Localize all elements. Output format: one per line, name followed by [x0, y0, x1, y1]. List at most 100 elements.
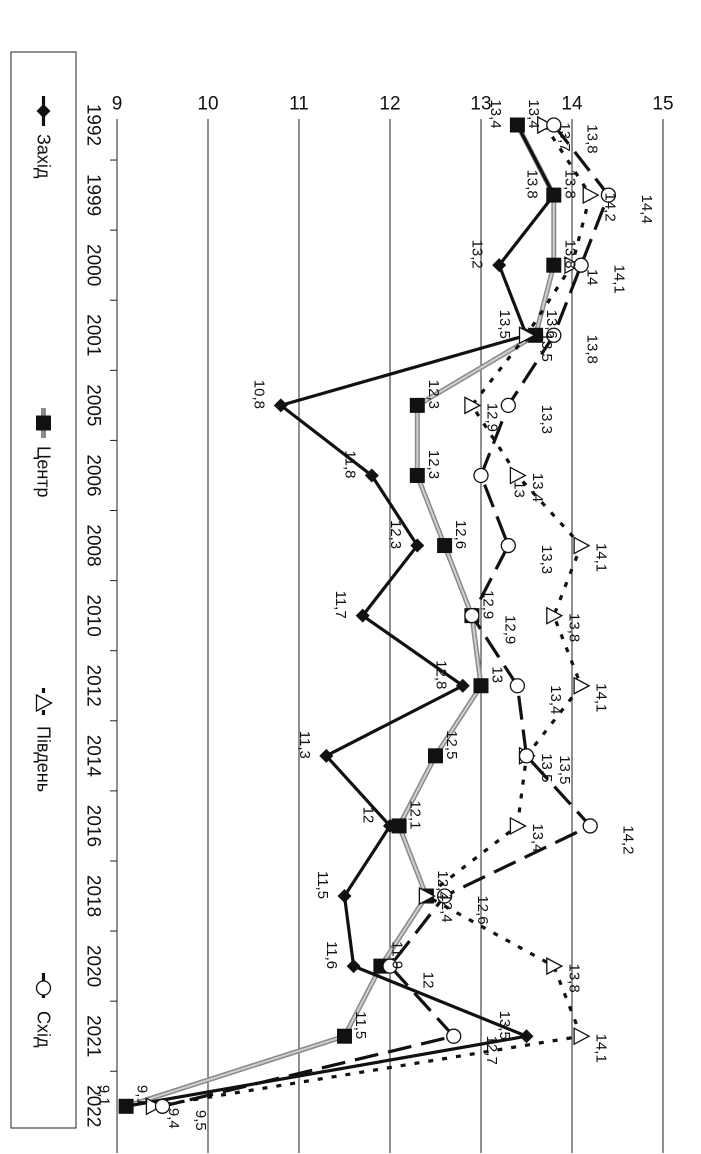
data-label: 13,3 [538, 405, 555, 434]
data-label: 11,6 [323, 941, 340, 969]
legend-label: Південь [34, 726, 54, 792]
data-point [437, 538, 453, 554]
data-label: 12 [420, 972, 437, 989]
data-label: 13,4 [529, 823, 546, 852]
y-tick-label: 15 [652, 94, 673, 115]
legend-label: Центр [34, 446, 54, 498]
y-tick-label: 12 [379, 94, 400, 115]
data-point [473, 678, 489, 694]
data-point [337, 1028, 352, 1044]
data-point [464, 396, 482, 415]
data-point [383, 818, 397, 833]
data-point [355, 608, 370, 623]
y-tick-label: 10 [197, 94, 218, 115]
legend-marker [36, 104, 51, 118]
data-label: 9,5 [192, 1110, 209, 1131]
axes: 9 10 11 12 13 14 15 1992 1999 2000 2001 2005 2006 200… [83, 94, 674, 1153]
data-point [509, 678, 526, 694]
data-label: 11,5 [314, 871, 331, 899]
data-point [409, 397, 425, 413]
data-label: 11,8 [341, 450, 358, 478]
data-label: 12,5 [443, 730, 460, 759]
x-tick-label: 2020 [83, 945, 104, 987]
data-label: 13,5 [556, 755, 573, 784]
data-label: 13,4 [547, 685, 564, 714]
data-point [428, 748, 443, 764]
data-point [582, 186, 600, 205]
data-point [500, 397, 516, 414]
data-point [382, 958, 398, 974]
data-label: 14 [584, 269, 601, 286]
data-label: 13,4 [525, 99, 542, 128]
data-label: 13,5 [538, 753, 555, 782]
data-point [546, 327, 562, 343]
y-tick-label: 13 [470, 94, 491, 115]
data-label: 13,8 [565, 964, 582, 993]
x-tick-label: 2000 [83, 244, 104, 286]
y-tick-label: 14 [561, 94, 583, 115]
data-point [600, 187, 617, 203]
data-point [319, 748, 334, 763]
data-point [518, 326, 536, 345]
data-point [546, 257, 562, 273]
data-label: 9,1 [134, 1085, 151, 1106]
data-labels: 13,4 13,8 13,2 13,5 10,8 11,8 12,3 11,7 12,8 11,3… [96, 99, 655, 1130]
data-label: 9,4 [165, 1108, 182, 1129]
legend-marker [35, 693, 53, 713]
x-tick-label: 2014 [83, 735, 104, 778]
data-label: 12,6 [474, 895, 491, 924]
data-label: 12,7 [483, 1036, 500, 1065]
legend-marker [35, 980, 52, 996]
data-point [446, 1028, 462, 1044]
data-point [573, 676, 591, 695]
data-label: 9,1 [96, 1085, 113, 1106]
data-point [500, 537, 516, 554]
data-label: 12,3 [425, 380, 442, 409]
data-point [509, 816, 527, 836]
data-label: 13,7 [556, 122, 573, 151]
data-label: 11,9 [388, 941, 405, 969]
data-point [573, 536, 591, 555]
legend-box [10, 51, 77, 1129]
data-point [509, 466, 527, 485]
data-point [473, 467, 489, 484]
data-point [145, 1097, 163, 1116]
data-label: 12,4 [438, 893, 455, 922]
data-point [464, 608, 480, 624]
data-point [391, 818, 407, 834]
data-label: 13,2 [469, 240, 486, 269]
data-label: 13 [511, 481, 528, 498]
data-point [518, 748, 535, 764]
data-label: 14,2 [602, 192, 619, 221]
data-point [436, 888, 453, 904]
x-tick-label: 2006 [83, 454, 104, 496]
data-point [154, 1098, 171, 1114]
data-label: 12,9 [483, 403, 500, 432]
data-label: 13,3 [538, 545, 555, 574]
data-point [409, 467, 425, 483]
y-tick-label: 9 [112, 94, 123, 115]
x-tick-label: 2008 [83, 524, 104, 566]
x-tick-label: 2018 [83, 875, 104, 917]
data-label: 13,4 [529, 473, 546, 502]
data-point [273, 398, 288, 413]
legend-label: Захід [34, 134, 54, 179]
x-tick-label: 2012 [83, 665, 104, 707]
data-label: 13 [489, 666, 506, 683]
data-label: 12,3 [425, 450, 442, 479]
x-tick-label: 2005 [83, 384, 104, 426]
data-point [573, 1027, 591, 1046]
data-point [337, 889, 352, 904]
data-label: 14,1 [593, 683, 610, 712]
data-label: 11,3 [296, 731, 313, 759]
data-label: 12,6 [452, 520, 469, 549]
data-label: 10,8 [250, 380, 267, 409]
data-label: 12,9 [501, 615, 518, 644]
data-point [364, 468, 379, 483]
data-point [410, 538, 425, 553]
x-tick-label: 1992 [83, 104, 104, 146]
data-label: 12 [360, 807, 377, 824]
data-label: 12,4 [434, 870, 451, 899]
